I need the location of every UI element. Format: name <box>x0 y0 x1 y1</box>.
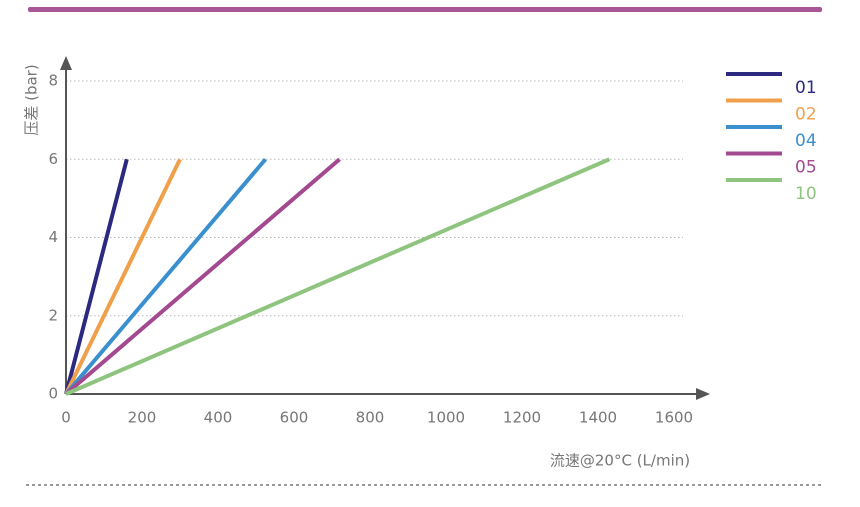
x-axis-arrow <box>696 388 710 400</box>
series-line <box>64 157 268 396</box>
series-line <box>65 157 611 396</box>
series-line <box>64 158 129 395</box>
legend-label: 01 <box>795 78 817 98</box>
x-tick-label: 0 <box>61 409 71 427</box>
series-line <box>64 157 341 396</box>
y-tick-label: 4 <box>48 228 58 246</box>
y-tick-label: 6 <box>48 150 58 168</box>
x-tick-label: 400 <box>204 409 233 427</box>
x-axis-label: 流速@20°C (L/min) <box>550 452 690 470</box>
x-tick-label: 1200 <box>503 409 541 427</box>
x-tick-label: 1000 <box>427 409 465 427</box>
legend-label: 05 <box>795 158 817 178</box>
x-tick-label: 1400 <box>579 409 617 427</box>
y-tick-label: 8 <box>48 72 58 90</box>
series-line <box>64 158 182 395</box>
top-bar <box>28 7 822 12</box>
legend-label: 10 <box>795 184 817 204</box>
y-axis-arrow <box>60 56 72 70</box>
legend-label: 02 <box>795 105 817 125</box>
y-axis-label: 压差 (bar) <box>23 64 41 135</box>
x-tick-label: 600 <box>280 409 309 427</box>
y-tick-label: 0 <box>48 385 58 403</box>
y-tick-label: 2 <box>48 306 58 324</box>
legend-label: 04 <box>795 131 817 151</box>
x-tick-label: 200 <box>128 409 157 427</box>
x-tick-label: 800 <box>356 409 385 427</box>
x-tick-label: 1600 <box>655 409 693 427</box>
